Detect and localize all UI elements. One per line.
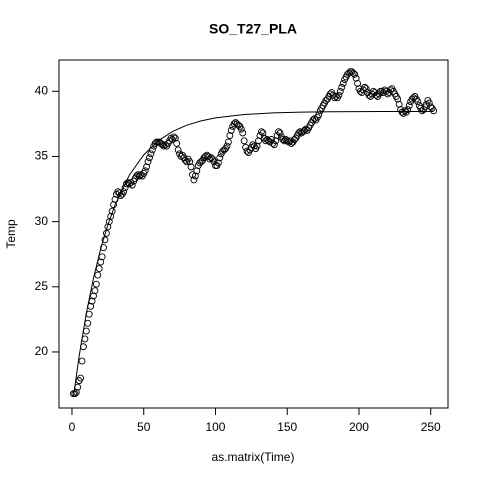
point (186, 158, 194, 166)
point (224, 138, 232, 146)
x-tick-label: 250 (421, 420, 441, 434)
point (296, 128, 304, 136)
point (120, 188, 128, 196)
point (362, 85, 370, 93)
point (78, 357, 86, 365)
point (77, 374, 85, 382)
y-axis-label: Temp (4, 219, 18, 249)
y-tick-label: 35 (35, 149, 49, 163)
point (101, 236, 109, 244)
point (338, 83, 346, 91)
y-tick-label: 40 (35, 83, 49, 97)
point (146, 154, 153, 162)
point (105, 218, 113, 226)
point (187, 163, 195, 171)
point (351, 70, 359, 78)
point (143, 163, 151, 171)
point (259, 129, 267, 137)
point (230, 120, 238, 128)
point (227, 126, 235, 134)
point (253, 142, 261, 150)
point (276, 129, 284, 137)
x-tick-label: 150 (277, 420, 297, 434)
x-tick-label: 0 (69, 420, 76, 434)
point (257, 128, 265, 136)
point (237, 125, 245, 133)
point (216, 154, 224, 162)
point (170, 133, 178, 141)
point (171, 134, 179, 142)
point (90, 292, 97, 300)
point (223, 142, 231, 150)
point (107, 212, 115, 220)
point (92, 280, 100, 288)
point (255, 137, 262, 145)
point (91, 287, 99, 295)
point (352, 74, 360, 82)
x-tick-label: 100 (205, 420, 225, 434)
plot-box (58, 59, 449, 409)
point (71, 390, 79, 398)
point (430, 107, 438, 115)
point (349, 69, 357, 77)
point (147, 150, 155, 158)
point (128, 181, 136, 189)
point (193, 167, 201, 175)
point (354, 80, 361, 87)
point (394, 95, 402, 103)
point (94, 271, 102, 279)
chart-title: SO_T27_PLA (209, 21, 297, 37)
point (339, 80, 347, 87)
x-tick-label: 200 (349, 420, 369, 434)
point (361, 83, 369, 91)
x-axis-label: as.matrix(Time) (212, 450, 295, 464)
x-tick-label: 50 (137, 420, 151, 434)
fit-line (72, 110, 434, 397)
point (226, 132, 234, 140)
point (267, 136, 275, 143)
point (72, 388, 80, 396)
point (144, 158, 152, 166)
point (239, 129, 247, 137)
y-tick-label: 25 (35, 279, 49, 293)
point (272, 137, 280, 145)
point (191, 172, 199, 180)
point (141, 167, 149, 175)
point (405, 102, 413, 110)
point (275, 128, 283, 136)
point (414, 98, 422, 106)
point (190, 176, 198, 184)
point (404, 106, 412, 113)
point (279, 136, 287, 143)
point (270, 141, 278, 149)
point (425, 99, 433, 107)
point (214, 159, 222, 167)
point (295, 129, 303, 137)
point (174, 146, 182, 154)
y-tick-label: 30 (35, 214, 49, 228)
point (335, 91, 343, 99)
y-tick-label: 20 (35, 344, 49, 358)
point (240, 137, 248, 145)
point (395, 100, 403, 108)
point (336, 87, 344, 95)
point (173, 139, 181, 147)
